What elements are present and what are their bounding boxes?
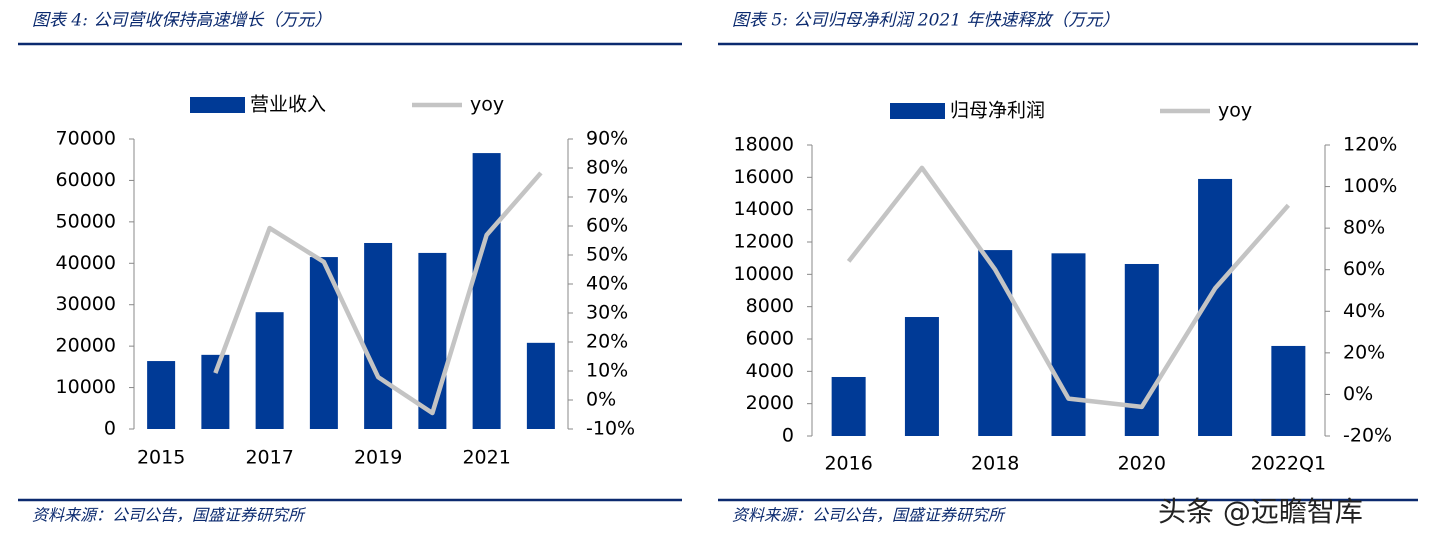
y-tick-label: 16000 — [734, 166, 794, 188]
bar — [147, 361, 176, 429]
y-tick-label: 20000 — [56, 335, 116, 357]
bar — [472, 153, 501, 430]
y2-tick-label: 100% — [1343, 175, 1397, 197]
y2-tick-label: 60% — [1343, 258, 1385, 280]
source: 资料来源：公司公告，国盛证券研究所 — [732, 506, 1007, 525]
watermark: 头条 @远瞻智库 — [1158, 495, 1363, 528]
y-tick-label: 0 — [782, 425, 794, 447]
bar — [978, 250, 1013, 436]
bar — [1051, 253, 1086, 436]
legend-swatch — [890, 103, 945, 119]
y-tick-label: 4000 — [746, 360, 794, 382]
x-tick-label: 2021 — [462, 447, 510, 469]
chart-title: 图表 5: 公司归母净利润 2021 年快速释放（万元） — [732, 11, 1119, 31]
source: 资料来源：公司公告，国盛证券研究所 — [32, 506, 307, 525]
bar — [831, 376, 866, 436]
y2-tick-label: 120% — [1343, 134, 1397, 156]
bar — [1271, 345, 1306, 436]
bar — [1124, 263, 1159, 436]
bar — [364, 242, 393, 429]
y2-tick-label: 80% — [586, 157, 628, 179]
y2-tick-label: 0% — [586, 389, 616, 411]
y2-tick-label: 40% — [586, 273, 628, 295]
legend-label: 归母净利润 — [950, 100, 1045, 122]
y-tick-label: 8000 — [746, 295, 794, 317]
y2-tick-label: 30% — [586, 302, 628, 324]
y-tick-label: 12000 — [734, 231, 794, 253]
x-tick-label: 2018 — [971, 453, 1019, 475]
bar — [526, 342, 555, 429]
y-tick-label: 6000 — [746, 328, 794, 350]
x-tick-label: 2015 — [137, 447, 185, 469]
y-tick-label: 0 — [104, 418, 116, 440]
chart-title: 图表 4: 公司营收保持高速增长（万元） — [32, 11, 331, 31]
line — [213, 171, 543, 416]
y2-tick-label: 20% — [586, 331, 628, 353]
y2-tick-label: 50% — [586, 244, 628, 266]
y-tick-label: 10000 — [734, 263, 794, 285]
y2-tick-label: 70% — [586, 186, 628, 208]
x-tick-label: 2016 — [824, 453, 872, 475]
y2-tick-label: 80% — [1343, 217, 1385, 239]
legend-label: yoy — [1218, 100, 1252, 122]
x-tick-label: 2022Q1 — [1251, 453, 1326, 475]
y-tick-label: 18000 — [734, 134, 794, 156]
bar — [418, 252, 447, 429]
y-tick-label: 14000 — [734, 198, 794, 220]
bar — [904, 317, 939, 436]
y2-tick-label: 90% — [586, 128, 628, 150]
y-tick-label: 40000 — [56, 252, 116, 274]
y-tick-label: 70000 — [56, 128, 116, 150]
line — [846, 165, 1291, 410]
y2-tick-label: 20% — [1343, 341, 1385, 363]
x-tick-label: 2020 — [1118, 453, 1166, 475]
legend-swatch — [190, 97, 245, 113]
y2-tick-label: 40% — [1343, 300, 1385, 322]
y2-tick-label: -20% — [1343, 425, 1392, 447]
y-tick-label: 30000 — [56, 293, 116, 315]
y-tick-label: 10000 — [56, 376, 116, 398]
y-tick-label: 50000 — [56, 210, 116, 232]
y2-tick-label: 10% — [586, 360, 628, 382]
y-tick-label: 2000 — [746, 392, 794, 414]
legend-label: yoy — [470, 94, 504, 116]
legend-label: 营业收入 — [250, 94, 326, 116]
bar — [201, 354, 230, 429]
x-tick-label: 2017 — [245, 447, 293, 469]
y2-tick-label: -10% — [586, 418, 635, 440]
y2-tick-label: 0% — [1343, 383, 1373, 405]
y2-tick-label: 60% — [586, 215, 628, 237]
x-tick-label: 2019 — [354, 447, 402, 469]
bar — [255, 312, 284, 429]
y-tick-label: 60000 — [56, 169, 116, 191]
